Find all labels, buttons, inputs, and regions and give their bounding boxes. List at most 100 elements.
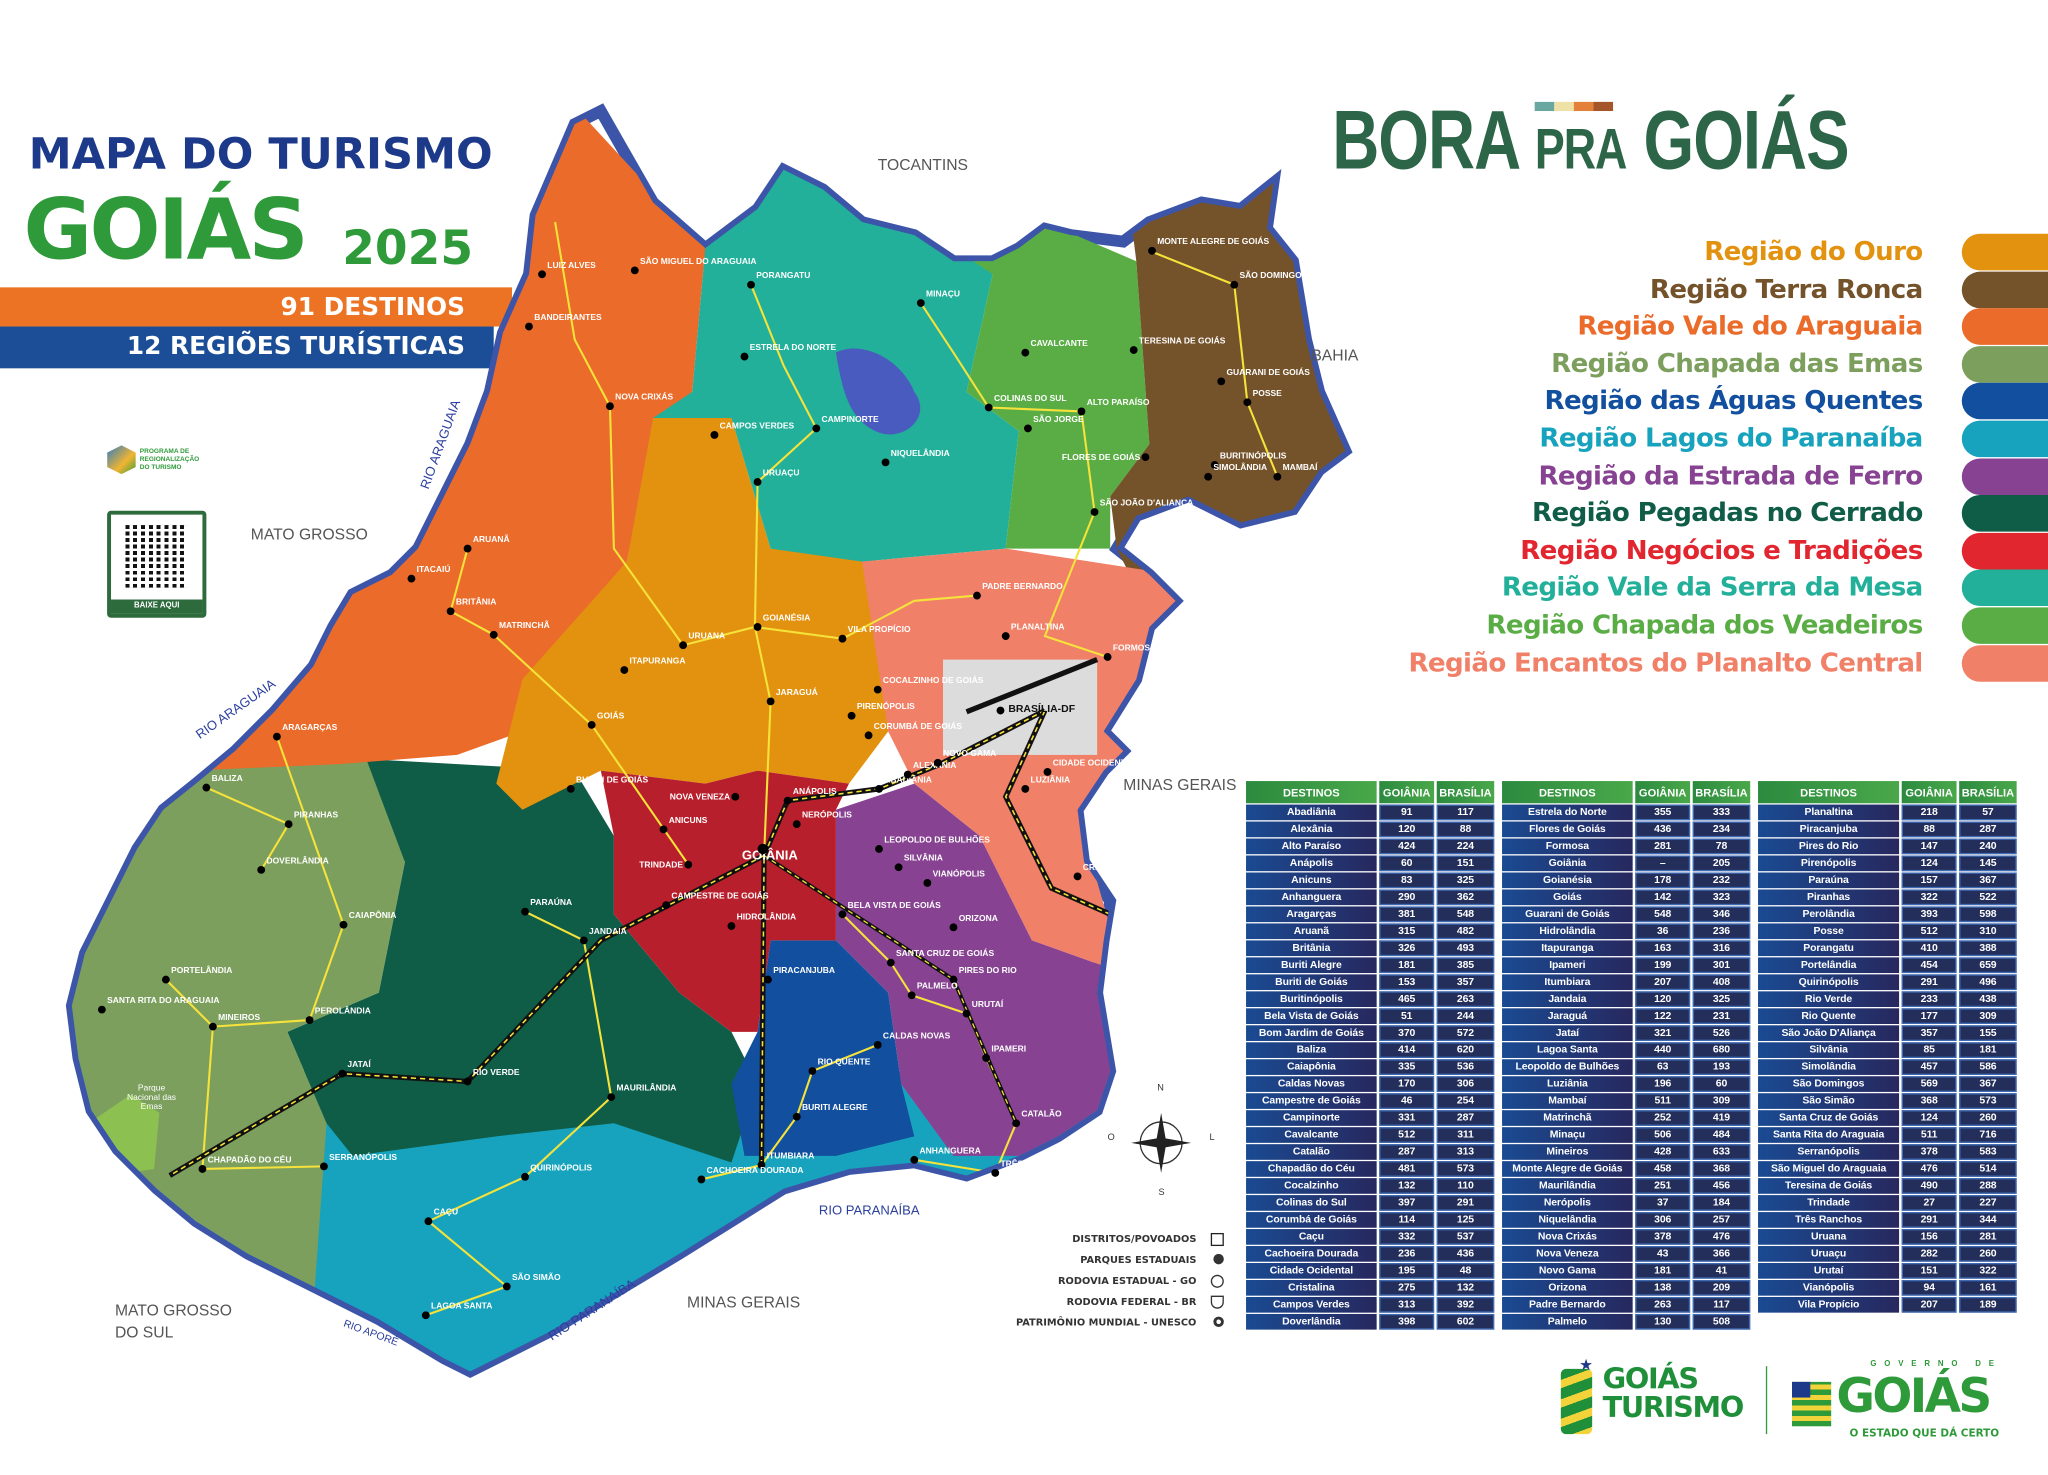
city-marker[interactable]: [962, 1009, 971, 1018]
city-marker[interactable]: [607, 1093, 616, 1102]
city-marker[interactable]: [783, 796, 792, 805]
city-marker[interactable]: [747, 280, 755, 289]
city-marker[interactable]: [1001, 632, 1010, 640]
city-marker[interactable]: [525, 322, 533, 331]
city-marker[interactable]: [339, 920, 348, 929]
city-marker[interactable]: [1043, 767, 1052, 776]
city-marker[interactable]: [1148, 246, 1156, 255]
city-marker[interactable]: [982, 1054, 991, 1062]
city-marker[interactable]: [1210, 461, 1219, 469]
city-marker[interactable]: [766, 697, 775, 706]
region-area-negocios-e-tradicoes[interactable]: [600, 770, 849, 1032]
goiania-marker[interactable]: [757, 843, 768, 855]
city-marker[interactable]: [97, 1005, 106, 1014]
city-marker[interactable]: [1230, 280, 1239, 289]
city-marker[interactable]: [1141, 453, 1150, 462]
city-marker[interactable]: [538, 270, 546, 279]
region-legend-item[interactable]: Região Lagos do Paranaíba: [1358, 419, 2048, 458]
city-marker[interactable]: [881, 458, 890, 467]
city-marker[interactable]: [521, 907, 529, 916]
city-marker[interactable]: [991, 1168, 1000, 1177]
region-legend-item[interactable]: Região Chapada dos Veadeiros: [1358, 606, 2048, 644]
city-marker[interactable]: [710, 431, 719, 439]
city-marker[interactable]: [198, 1165, 207, 1173]
region-legend-item[interactable]: Região Pegadas no Cerrado: [1358, 494, 2048, 532]
city-marker[interactable]: [873, 1040, 882, 1049]
region-area-estrada-de-ferro[interactable]: [835, 783, 1124, 1156]
city-marker[interactable]: [973, 591, 981, 600]
city-marker[interactable]: [1090, 508, 1099, 516]
region-area-terra-ronca[interactable]: [1110, 156, 1371, 614]
city-marker[interactable]: [838, 910, 847, 919]
city-marker[interactable]: [566, 784, 575, 793]
city-marker[interactable]: [812, 424, 821, 433]
city-marker[interactable]: [1021, 784, 1030, 793]
city-marker[interactable]: [894, 863, 903, 872]
city-marker[interactable]: [1204, 472, 1213, 481]
city-marker[interactable]: [873, 685, 882, 694]
city-marker[interactable]: [1023, 424, 1032, 433]
city-marker[interactable]: [740, 352, 749, 361]
city-marker[interactable]: [757, 1161, 766, 1169]
region-legend-item[interactable]: Região Vale da Serra da Mesa: [1358, 569, 2048, 607]
city-marker[interactable]: [407, 574, 416, 583]
city-marker[interactable]: [875, 845, 883, 853]
city-marker[interactable]: [792, 1112, 801, 1121]
region-legend-item[interactable]: Região Negócios e Tradições: [1358, 531, 2048, 570]
city-marker[interactable]: [489, 630, 498, 639]
region-legend-item[interactable]: Região do Ouro: [1358, 232, 2048, 271]
city-marker[interactable]: [319, 1162, 328, 1171]
city-marker[interactable]: [949, 975, 958, 984]
city-marker[interactable]: [923, 879, 932, 887]
city-marker[interactable]: [208, 1022, 217, 1031]
region-legend-item[interactable]: Região Vale do Araguaia: [1358, 307, 2048, 346]
city-marker[interactable]: [1103, 653, 1112, 661]
city-marker[interactable]: [984, 403, 993, 412]
city-marker[interactable]: [272, 732, 281, 741]
city-marker[interactable]: [521, 1172, 529, 1181]
brasilia-marker[interactable]: [996, 706, 1005, 715]
city-marker[interactable]: [284, 820, 293, 829]
city-marker[interactable]: [1077, 407, 1086, 416]
city-marker[interactable]: [421, 1311, 430, 1320]
city-marker[interactable]: [1243, 398, 1252, 407]
region-legend-item[interactable]: Região Encantos do Planalto Central: [1358, 643, 2048, 682]
city-marker[interactable]: [727, 922, 736, 930]
city-marker[interactable]: [1012, 1119, 1021, 1128]
city-marker[interactable]: [764, 975, 772, 984]
city-marker[interactable]: [463, 1077, 472, 1086]
city-marker[interactable]: [808, 1067, 817, 1075]
city-marker[interactable]: [753, 478, 762, 486]
city-marker[interactable]: [161, 975, 170, 984]
city-marker[interactable]: [907, 991, 916, 1000]
city-marker[interactable]: [662, 901, 671, 910]
city-marker[interactable]: [1021, 348, 1030, 357]
city-marker[interactable]: [1273, 472, 1282, 481]
city-marker[interactable]: [875, 784, 883, 793]
city-marker[interactable]: [886, 958, 895, 967]
city-marker[interactable]: [847, 711, 856, 720]
city-marker[interactable]: [903, 770, 912, 779]
city-marker[interactable]: [305, 1016, 314, 1024]
city-marker[interactable]: [202, 783, 211, 792]
city-marker[interactable]: [606, 402, 614, 411]
city-marker[interactable]: [463, 544, 472, 553]
city-marker[interactable]: [579, 936, 588, 945]
qr-code[interactable]: BAIXE AQUI: [107, 510, 207, 618]
city-marker[interactable]: [424, 1217, 433, 1226]
city-marker[interactable]: [1217, 377, 1226, 386]
region-legend-item[interactable]: Região da Estrada de Ferro: [1358, 457, 2048, 495]
city-marker[interactable]: [731, 792, 740, 801]
city-marker[interactable]: [864, 731, 873, 740]
city-marker[interactable]: [684, 860, 693, 869]
city-marker[interactable]: [659, 825, 668, 834]
city-marker[interactable]: [587, 720, 596, 729]
city-marker[interactable]: [257, 865, 266, 874]
city-marker[interactable]: [1073, 872, 1082, 881]
region-area-pegadas-no-cerrado[interactable]: [287, 757, 758, 1163]
city-marker[interactable]: [679, 641, 688, 650]
region-area-aguas-quentes[interactable]: [731, 940, 915, 1156]
region-legend-item[interactable]: Região Terra Ronca: [1358, 270, 2048, 308]
city-marker[interactable]: [916, 299, 925, 307]
city-marker[interactable]: [753, 623, 762, 631]
